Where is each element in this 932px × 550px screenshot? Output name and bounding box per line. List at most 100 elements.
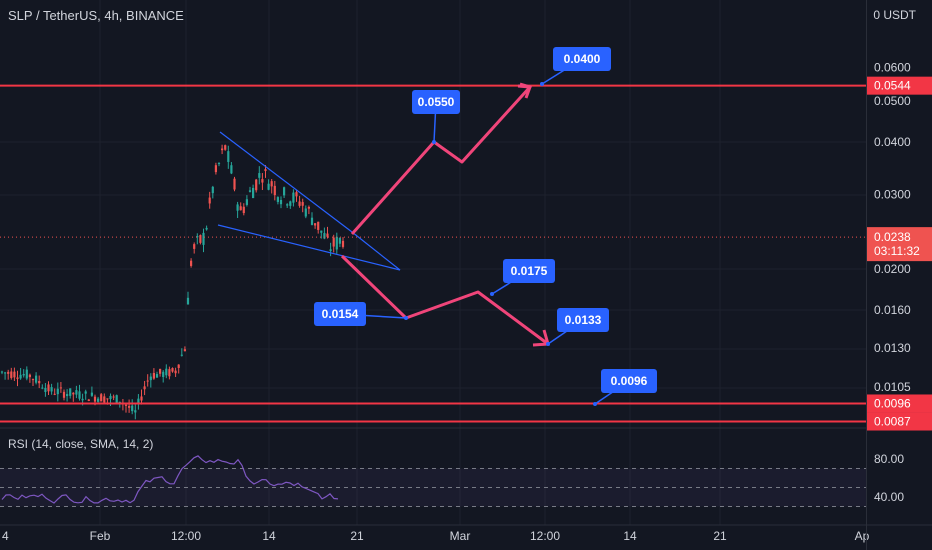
wedge-lower-line[interactable]	[217, 224, 401, 271]
callout-label: 0.0096	[611, 374, 648, 388]
candle-body	[242, 206, 245, 214]
candle-body	[279, 199, 283, 205]
callout-label: 0.0154	[322, 307, 359, 321]
candle-body	[10, 371, 13, 378]
bearish-projection-path[interactable]	[340, 254, 549, 346]
time-tick-label: 14	[623, 529, 637, 543]
time-tick-label: 14	[262, 529, 276, 543]
candle-body	[323, 233, 326, 239]
callout-label: 0.0133	[565, 313, 602, 327]
candle-body	[202, 232, 205, 245]
countdown-label: 03:11:32	[874, 244, 920, 258]
candle-body	[41, 387, 44, 389]
candle-body	[276, 197, 279, 202]
rsi-tick-label: 40.00	[874, 490, 904, 504]
candle-body	[69, 388, 72, 396]
candle-body	[180, 354, 183, 356]
time-tick-label: 12:00	[171, 529, 201, 543]
candle-body	[326, 233, 329, 237]
candle-body	[7, 371, 10, 374]
candle-body	[134, 410, 137, 413]
candle-body	[87, 399, 90, 401]
candle-body	[307, 206, 310, 209]
time-tick-label: 4	[2, 529, 9, 543]
price-tick-label: 0.0160	[874, 303, 911, 317]
price-tick-label: 0.0600	[874, 61, 911, 75]
callout-box[interactable]	[601, 369, 657, 393]
candle-body	[112, 396, 115, 398]
candle-body	[0, 371, 4, 373]
current-price-badge	[867, 227, 932, 262]
candle-body	[314, 223, 317, 226]
time-tick-label: 12:00	[530, 529, 560, 543]
candle-body	[267, 183, 270, 190]
candle-body	[75, 390, 78, 395]
level-price-badge	[867, 76, 932, 95]
candle-body	[183, 349, 186, 352]
candle-body	[106, 398, 109, 400]
candle-body	[31, 379, 35, 381]
rsi-tick-label: 80.00	[874, 452, 904, 466]
candle-body	[146, 380, 149, 382]
callout-label: 0.0550	[418, 95, 455, 109]
candle-body	[199, 235, 202, 243]
rsi-line	[1, 455, 339, 504]
bullish-arrowhead	[519, 82, 532, 99]
candle-body	[236, 204, 239, 211]
callout-box[interactable]	[314, 302, 366, 326]
candle-body	[168, 369, 171, 377]
level-price-badge	[867, 394, 932, 413]
candle-body	[261, 179, 264, 183]
currency-label[interactable]: 0 USDT	[873, 8, 916, 22]
price-tick-label: 0.0300	[874, 188, 911, 202]
time-tick-label: Mar	[450, 529, 471, 543]
candle-body	[341, 240, 345, 247]
candle-body	[264, 169, 267, 172]
callout-label: 0.0175	[511, 264, 548, 278]
candle-body	[59, 387, 62, 389]
candle-body	[22, 373, 25, 376]
candle-body	[44, 387, 47, 392]
callout-anchor-dot	[490, 292, 494, 296]
candle-body	[149, 376, 152, 381]
wedge-upper-line[interactable]	[219, 131, 353, 233]
callout-anchor-dot	[432, 140, 436, 144]
candle-body	[78, 391, 81, 399]
callout-box[interactable]	[503, 259, 555, 283]
candle-body	[171, 368, 174, 372]
candle-body	[50, 387, 53, 392]
level-price-label: 0.0544	[874, 79, 911, 93]
candle-body	[56, 388, 59, 395]
candle-body	[193, 244, 196, 249]
candle-body	[224, 145, 227, 150]
price-tick-label: 0.0130	[874, 341, 911, 355]
candle-body	[28, 374, 31, 378]
candle-body	[221, 148, 224, 151]
candle-body	[109, 395, 112, 400]
candle-body	[115, 395, 118, 404]
candle-body	[289, 201, 292, 206]
candle-body	[143, 386, 146, 390]
wedge-apex-line[interactable]	[351, 231, 401, 271]
candle-body	[159, 368, 162, 374]
candle-body	[317, 221, 320, 230]
candle-body	[72, 392, 75, 395]
candle-body	[124, 404, 128, 406]
candle-body	[90, 392, 93, 396]
candle-body	[13, 371, 16, 378]
candle-body	[338, 237, 341, 244]
candle-body	[97, 398, 100, 402]
candle-body	[62, 391, 66, 398]
candle-body	[255, 179, 258, 191]
callout-box[interactable]	[412, 90, 460, 114]
callout-box[interactable]	[557, 308, 609, 332]
callout-box[interactable]	[553, 47, 611, 71]
candle-body	[211, 186, 214, 194]
candle-body	[258, 173, 261, 178]
candle-body	[304, 208, 307, 217]
candle-body	[103, 396, 106, 403]
candle-body	[214, 165, 217, 173]
price-tick-label: 0.0200	[874, 262, 911, 276]
candle-body	[140, 396, 143, 401]
